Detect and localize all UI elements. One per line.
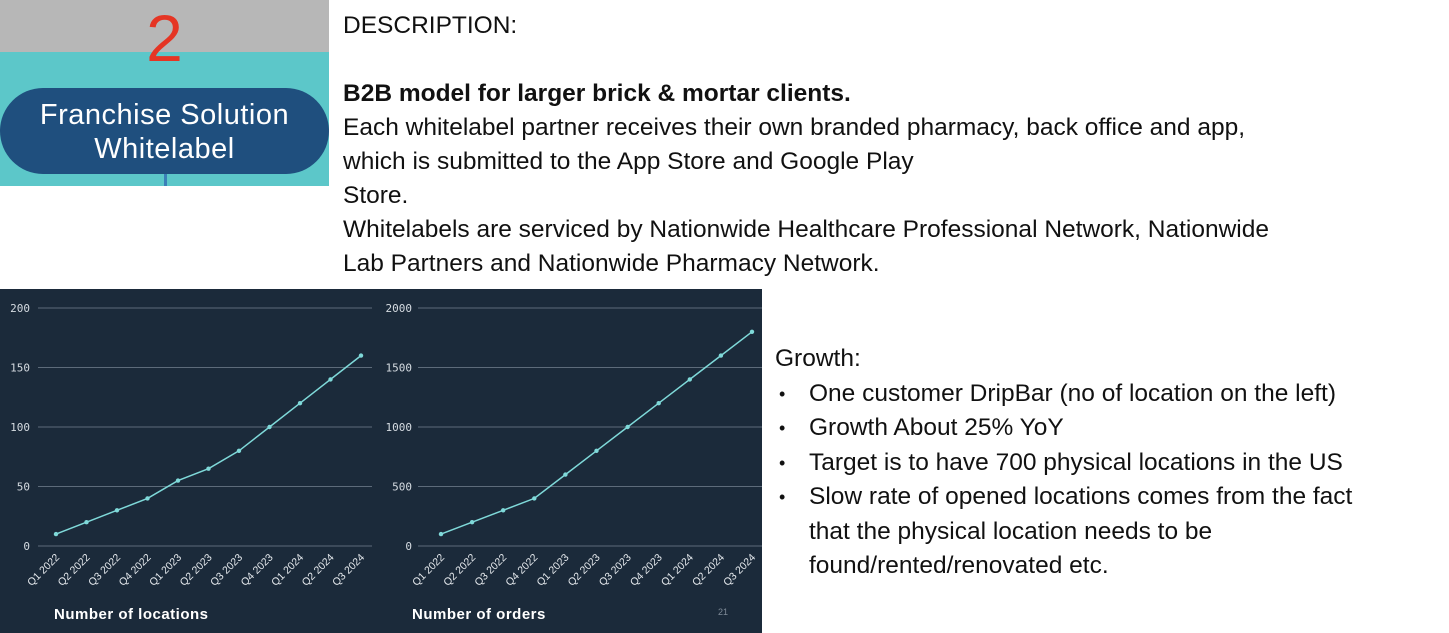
x-tick-label: Q2 2023 xyxy=(178,552,215,589)
description-heading: DESCRIPTION: xyxy=(343,12,518,39)
growth-bullet-3: • Target is to have 700 physical location… xyxy=(775,446,1445,481)
x-tick-label: Q3 2024 xyxy=(721,552,758,589)
growth-bullet-text: Target is to have 700 physical locations… xyxy=(809,448,1343,476)
data-point xyxy=(687,377,692,382)
bullet-dot: • xyxy=(779,383,786,404)
data-point xyxy=(563,472,568,477)
growth-bullet-text: Growth About 25% YoY xyxy=(809,414,1064,441)
y-tick-label: 200 xyxy=(10,302,30,315)
chart-title: Number of locations xyxy=(54,606,209,623)
x-tick-label: Q4 2022 xyxy=(117,552,154,589)
x-tick-label: Q3 2024 xyxy=(330,552,367,589)
data-point xyxy=(594,448,599,453)
badge-top-band xyxy=(0,0,329,52)
bullet-dot: • xyxy=(779,418,786,438)
growth-bullet-text: One customer DripBar (no of location on … xyxy=(809,379,1337,407)
x-tick-label: Q2 2023 xyxy=(566,552,603,589)
data-point xyxy=(469,520,475,525)
series-line xyxy=(55,355,362,535)
growth-bullet-4-line-3: found/rented/renovated etc. xyxy=(809,552,1109,579)
growth-bullet-4: • Slow rate of opened locations comes fro… xyxy=(775,480,1445,584)
data-point xyxy=(532,496,537,501)
x-tick-label: Q1 2024 xyxy=(659,552,696,589)
y-tick-label: 1500 xyxy=(386,362,413,375)
badge-connector xyxy=(164,165,167,186)
x-tick-label: Q2 2022 xyxy=(441,552,478,589)
series-line xyxy=(440,331,753,535)
data-point xyxy=(501,508,506,513)
y-tick-label: 0 xyxy=(405,540,412,553)
x-tick-label: Q1 2023 xyxy=(147,552,184,589)
description-line-b: which is submitted to the App Store and … xyxy=(343,148,914,175)
data-point xyxy=(718,353,724,358)
x-tick-label: Q1 2024 xyxy=(269,552,306,589)
x-tick-label: Q2 2022 xyxy=(56,552,93,589)
x-tick-label: Q1 2022 xyxy=(25,552,62,589)
growth-bullet-2: • Growth About 25% YoY xyxy=(775,411,1445,446)
growth-bullet-4-line-2: that the physical location needs to be xyxy=(809,517,1213,545)
y-tick-label: 2000 xyxy=(386,302,413,315)
description-line-e: Lab Partners and Nationwide Pharmacy Net… xyxy=(343,250,880,277)
bullet-dot: • xyxy=(779,452,786,473)
data-point xyxy=(236,448,242,453)
section-badge: 2 Franchise Solution Whitelabel xyxy=(0,0,329,186)
bullet-dot: • xyxy=(779,487,786,507)
x-tick-label: Q4 2023 xyxy=(628,552,665,589)
chart-title: Number of orders xyxy=(412,606,546,623)
description-line-a: Each whitelabel partner receives their o… xyxy=(343,114,1246,141)
x-tick-label: Q4 2023 xyxy=(239,552,276,589)
y-tick-label: 100 xyxy=(10,421,30,434)
description-line-c: Store. xyxy=(343,182,409,209)
x-tick-label: Q3 2022 xyxy=(86,552,123,589)
data-point xyxy=(175,478,181,483)
badge-line-2: Whitelabel xyxy=(94,133,235,165)
y-tick-label: 150 xyxy=(10,362,30,375)
data-point xyxy=(114,508,120,513)
data-point xyxy=(625,424,630,430)
growth-title: Growth: xyxy=(775,345,861,372)
description-line-d: Whitelabels are serviced by Nationwide H… xyxy=(343,216,1269,243)
x-tick-label: Q4 2022 xyxy=(503,552,540,589)
x-tick-label: Q1 2022 xyxy=(410,552,447,589)
growth-bullet-1: • One customer DripBar (no of location on… xyxy=(775,377,1445,412)
x-tick-label: Q3 2023 xyxy=(208,552,245,589)
data-point xyxy=(297,401,303,406)
data-point xyxy=(206,466,211,471)
data-point xyxy=(438,531,444,537)
data-point xyxy=(358,353,364,358)
growth-bullet-text: Slow rate of opened locations comes from… xyxy=(809,483,1352,579)
x-tick-label: Q3 2022 xyxy=(472,552,509,589)
growth-block: Growth: • One customer DripBar (no of loc… xyxy=(775,342,1445,584)
y-tick-label: 0 xyxy=(23,540,30,553)
description-bold-line: B2B model for larger brick & mortar clie… xyxy=(343,80,851,107)
data-point xyxy=(145,496,150,501)
y-tick-label: 50 xyxy=(17,481,30,494)
x-tick-label: Q2 2024 xyxy=(300,552,337,589)
x-tick-label: Q3 2023 xyxy=(597,552,634,589)
data-point xyxy=(84,520,89,525)
growth-bullet-4-line-1: Slow rate of opened locations comes from… xyxy=(809,483,1353,510)
data-point xyxy=(53,531,59,537)
badge-line-1: Franchise Solution xyxy=(39,99,290,131)
badge-pill: Franchise Solution Whitelabel xyxy=(0,88,329,174)
page-number: 21 xyxy=(718,607,729,617)
data-point xyxy=(328,377,333,382)
data-point xyxy=(656,401,661,406)
charts-panel: 0 50 100 150 200 Q1 2022 Q2 2022 Q3 2022 Q4 2022… xyxy=(0,289,762,633)
growth-list: • One customer DripBar (no of location on… xyxy=(775,377,1445,584)
y-tick-label: 1000 xyxy=(386,421,413,434)
data-point xyxy=(267,424,272,430)
x-tick-label: Q2 2024 xyxy=(690,552,727,589)
data-point xyxy=(749,329,755,334)
x-tick-label: Q1 2023 xyxy=(535,552,572,589)
section-number: 2 xyxy=(146,1,183,75)
y-tick-label: 500 xyxy=(392,481,412,494)
description-block: DESCRIPTION: B2B model for larger brick … xyxy=(343,9,1443,281)
